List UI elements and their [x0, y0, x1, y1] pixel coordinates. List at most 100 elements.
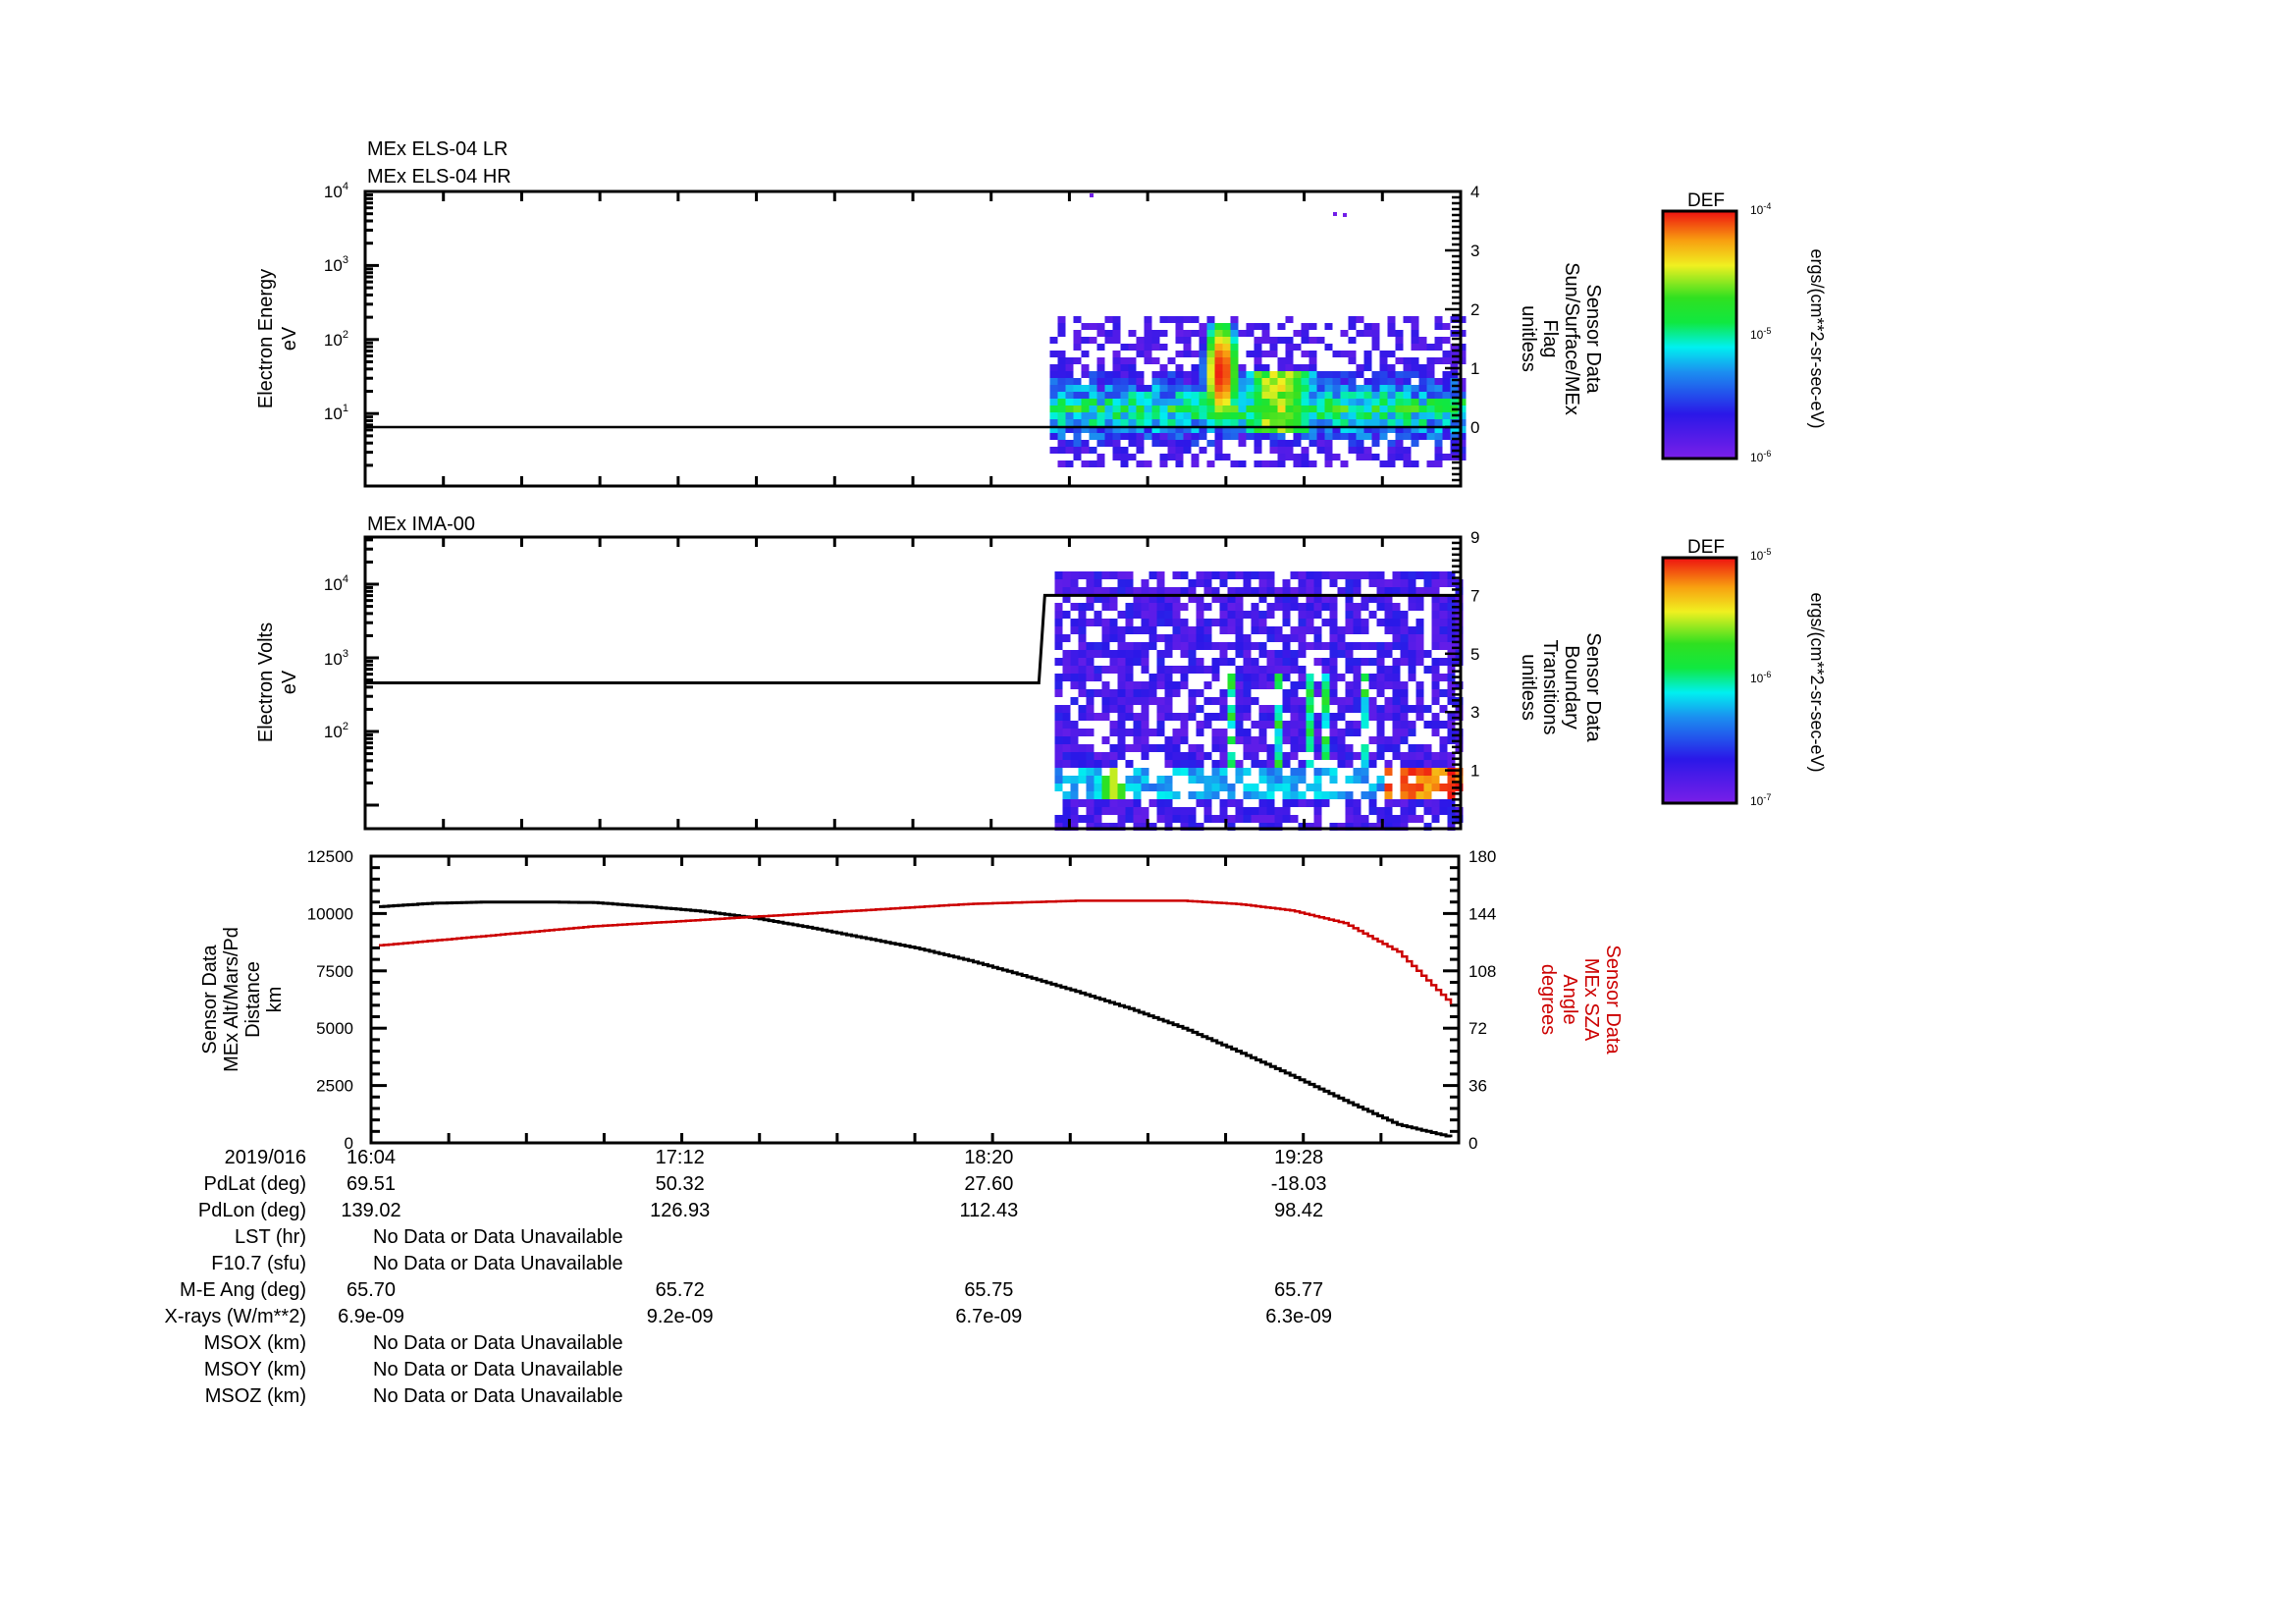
ephemeris-row-label: PdLat (deg)	[203, 1173, 306, 1195]
time-tick-label: 17:12	[655, 1147, 705, 1168]
panel2-right-label: Sensor Data Boundary Transitions unitles…	[1518, 632, 1604, 742]
svg-text:Sensor Data: Sensor Data	[1582, 284, 1604, 394]
right-tick-label: 4	[1470, 183, 1479, 201]
svg-text:ergs/(cm**2-sr-sec-eV): ergs/(cm**2-sr-sec-eV)	[1807, 248, 1827, 428]
left-tick-label: 2500	[316, 1077, 353, 1096]
right-tick-label: 0	[1468, 1134, 1477, 1153]
svg-text:Distance: Distance	[242, 961, 264, 1038]
right-tick-label: 144	[1468, 904, 1496, 923]
panel3-ticks: 0 2500 5000 7500 10000 12500 0 36 72 108 144 180	[307, 847, 1497, 1153]
cb1-tick-bot: 10-6	[1750, 449, 1771, 464]
ima-spectrogram-panel: MEx IMA-00 104 103 102 1 3 5 7 9 Electron Volts…	[255, 514, 1604, 831]
els-spectrogram-cells	[365, 193, 1467, 467]
svg-text:DEF: DEF	[1687, 190, 1725, 211]
right-tick-label: 36	[1468, 1077, 1487, 1096]
svg-text:MEx Alt/Mars/Pd: MEx Alt/Mars/Pd	[221, 927, 242, 1072]
right-tick-label: 0	[1470, 418, 1479, 437]
ephemeris-value: 69.51	[346, 1173, 397, 1195]
panel2-title: MEx IMA-00	[367, 514, 475, 535]
ephemeris-value: 50.32	[655, 1173, 705, 1195]
ephemeris-value: 65.70	[346, 1279, 397, 1301]
panel2-ylabel: Electron Volts eV	[255, 622, 300, 742]
ephemeris-value: 98.42	[1274, 1200, 1324, 1221]
ephemeris-value: 126.93	[650, 1200, 711, 1221]
svg-text:10-5: 10-5	[1750, 547, 1771, 563]
ephemeris-row-label: MSOX (km)	[203, 1332, 306, 1354]
colorbar-ima: DEF 10-5 10-6 10-7 ergs/(cm**2-sr-sec-eV…	[1661, 537, 1827, 808]
ephemeris-value: 65.75	[964, 1279, 1014, 1301]
ephemeris-value: 65.72	[655, 1279, 705, 1301]
right-tick-label: 9	[1470, 528, 1479, 547]
right-tick-label: 108	[1468, 962, 1496, 981]
svg-text:ergs/(cm**2-sr-sec-eV): ergs/(cm**2-sr-sec-eV)	[1807, 592, 1827, 772]
ephemeris-value: 6.7e-09	[955, 1306, 1023, 1327]
svg-text:Transitions: Transitions	[1539, 639, 1561, 734]
alt-sza-line-panel: 0 2500 5000 7500 10000 12500 0 36 72 108 144 180 Se…	[199, 847, 1624, 1153]
ephemeris-value: 6.3e-09	[1265, 1306, 1333, 1327]
right-tick-label: 3	[1470, 703, 1479, 722]
svg-text:10-7: 10-7	[1750, 792, 1771, 808]
panel2-ticks: 104 103 102 1 3 5 7 9	[324, 528, 1479, 831]
axis-tick-label: 104	[324, 181, 348, 201]
right-tick-label: 5	[1470, 645, 1479, 664]
svg-text:Electron Volts: Electron Volts	[255, 622, 277, 742]
left-tick-label: 5000	[316, 1019, 353, 1038]
ima-spectrogram-cells	[365, 571, 1464, 831]
svg-text:DEF: DEF	[1687, 537, 1725, 558]
svg-text:Sun/Surface/MEx: Sun/Surface/MEx	[1561, 262, 1582, 415]
left-tick-label: 7500	[316, 962, 353, 981]
axis-tick-label: 101	[324, 403, 348, 423]
svg-text:eV: eV	[279, 670, 300, 694]
left-tick-label: 0	[345, 1134, 353, 1153]
right-tick-label: 3	[1470, 242, 1479, 260]
axis-tick-label: 102	[324, 721, 348, 741]
svg-text:eV: eV	[279, 326, 300, 351]
svg-text:Sensor Data: Sensor Data	[1582, 632, 1604, 742]
ephemeris-row-label: MSOZ (km)	[204, 1385, 306, 1407]
cb1-tick-mid: 10-5	[1750, 326, 1771, 342]
ephemeris-row-label: MSOY (km)	[203, 1359, 306, 1380]
svg-text:degrees: degrees	[1537, 964, 1559, 1035]
boundary-line	[365, 593, 1461, 684]
right-tick-label: 1	[1470, 359, 1479, 378]
ephemeris-value: 139.02	[341, 1200, 401, 1221]
axis-tick-label: 104	[324, 573, 348, 594]
ephemeris-value: 65.77	[1274, 1279, 1324, 1301]
colorbar-els: DEF 10-4 10-5 10-6 ergs/(cm**2-sr-sec-eV…	[1661, 190, 1827, 464]
ephemeris-row-label: M-E Ang (deg)	[180, 1279, 306, 1301]
ephemeris-row-label: LST (hr)	[235, 1226, 306, 1248]
svg-text:Sensor Data: Sensor Data	[199, 945, 221, 1055]
left-tick-label: 12500	[307, 847, 353, 866]
altitude-line	[379, 900, 1453, 1138]
svg-text:MEx SZA: MEx SZA	[1580, 958, 1602, 1042]
svg-text:km: km	[264, 987, 286, 1013]
axis-tick-label: 103	[324, 648, 348, 669]
ephemeris-row-label: PdLon (deg)	[197, 1200, 306, 1221]
panel1-title-1: MEx ELS-04 LR	[367, 138, 507, 160]
right-tick-label: 180	[1468, 847, 1496, 866]
axis-tick-label: 103	[324, 254, 348, 275]
ephemeris-nodata: No Data or Data Unavailable	[373, 1253, 623, 1274]
ephemeris-row-label: X-rays (W/m**2)	[164, 1306, 306, 1327]
time-tick-label: 18:20	[964, 1147, 1014, 1168]
ephemeris-nodata: No Data or Data Unavailable	[373, 1385, 623, 1407]
ephemeris-row-label: F10.7 (sfu)	[211, 1253, 306, 1274]
svg-text:Sensor Data: Sensor Data	[1602, 945, 1624, 1055]
right-tick-label: 1	[1470, 762, 1479, 781]
svg-text:unitless: unitless	[1518, 305, 1539, 372]
svg-text:Angle: Angle	[1559, 974, 1580, 1024]
ephemeris-value: 6.9e-09	[338, 1306, 404, 1327]
time-tick-label: 16:04	[346, 1147, 397, 1168]
panel3-frame	[369, 854, 1461, 1145]
svg-text:Flag: Flag	[1539, 320, 1561, 358]
right-tick-label: 2	[1470, 300, 1479, 319]
panel1-right-label: Sensor Data Sun/Surface/MEx Flag unitles…	[1518, 262, 1604, 415]
axis-tick-label: 102	[324, 329, 348, 350]
panel1-title-2: MEx ELS-04 HR	[367, 166, 511, 188]
ephemeris-value: 112.43	[959, 1200, 1019, 1221]
ephemeris-value: 27.60	[964, 1173, 1014, 1195]
svg-text:Electron Energy: Electron Energy	[255, 269, 277, 408]
els-spectrogram-panel: MEx ELS-04 LR MEx ELS-04 HR 104103102101…	[255, 138, 1604, 488]
right-tick-label: 7	[1470, 586, 1479, 605]
ephemeris-value: -18.03	[1270, 1173, 1327, 1195]
